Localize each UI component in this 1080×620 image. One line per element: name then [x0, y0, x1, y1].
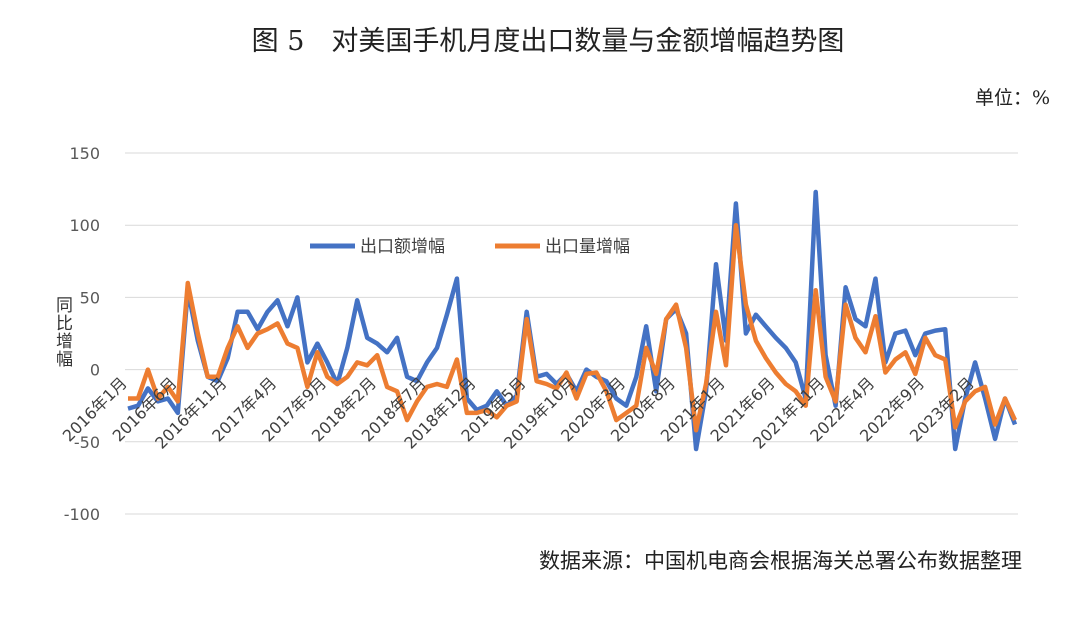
series-line: [128, 222, 1018, 433]
y-tick-label: 100: [69, 216, 100, 235]
y-tick-label: 50: [80, 288, 100, 307]
y-tick-label: -50: [74, 433, 100, 452]
y-tick-label: 0: [90, 361, 100, 380]
y-axis-title: 同比增幅: [52, 296, 72, 368]
legend-label: 出口量增幅: [545, 237, 630, 257]
y-tick-label: 150: [69, 144, 100, 163]
unit-label: 单位：%: [975, 87, 1050, 109]
chart-title: 图 5 对美国手机月度出口数量与金额增幅趋势图: [252, 26, 845, 57]
y-tick-label: -100: [64, 505, 100, 524]
source-note: 数据来源：中国机电商会根据海关总署公布数据整理: [539, 549, 1022, 573]
legend-label: 出口额增幅: [360, 237, 445, 257]
